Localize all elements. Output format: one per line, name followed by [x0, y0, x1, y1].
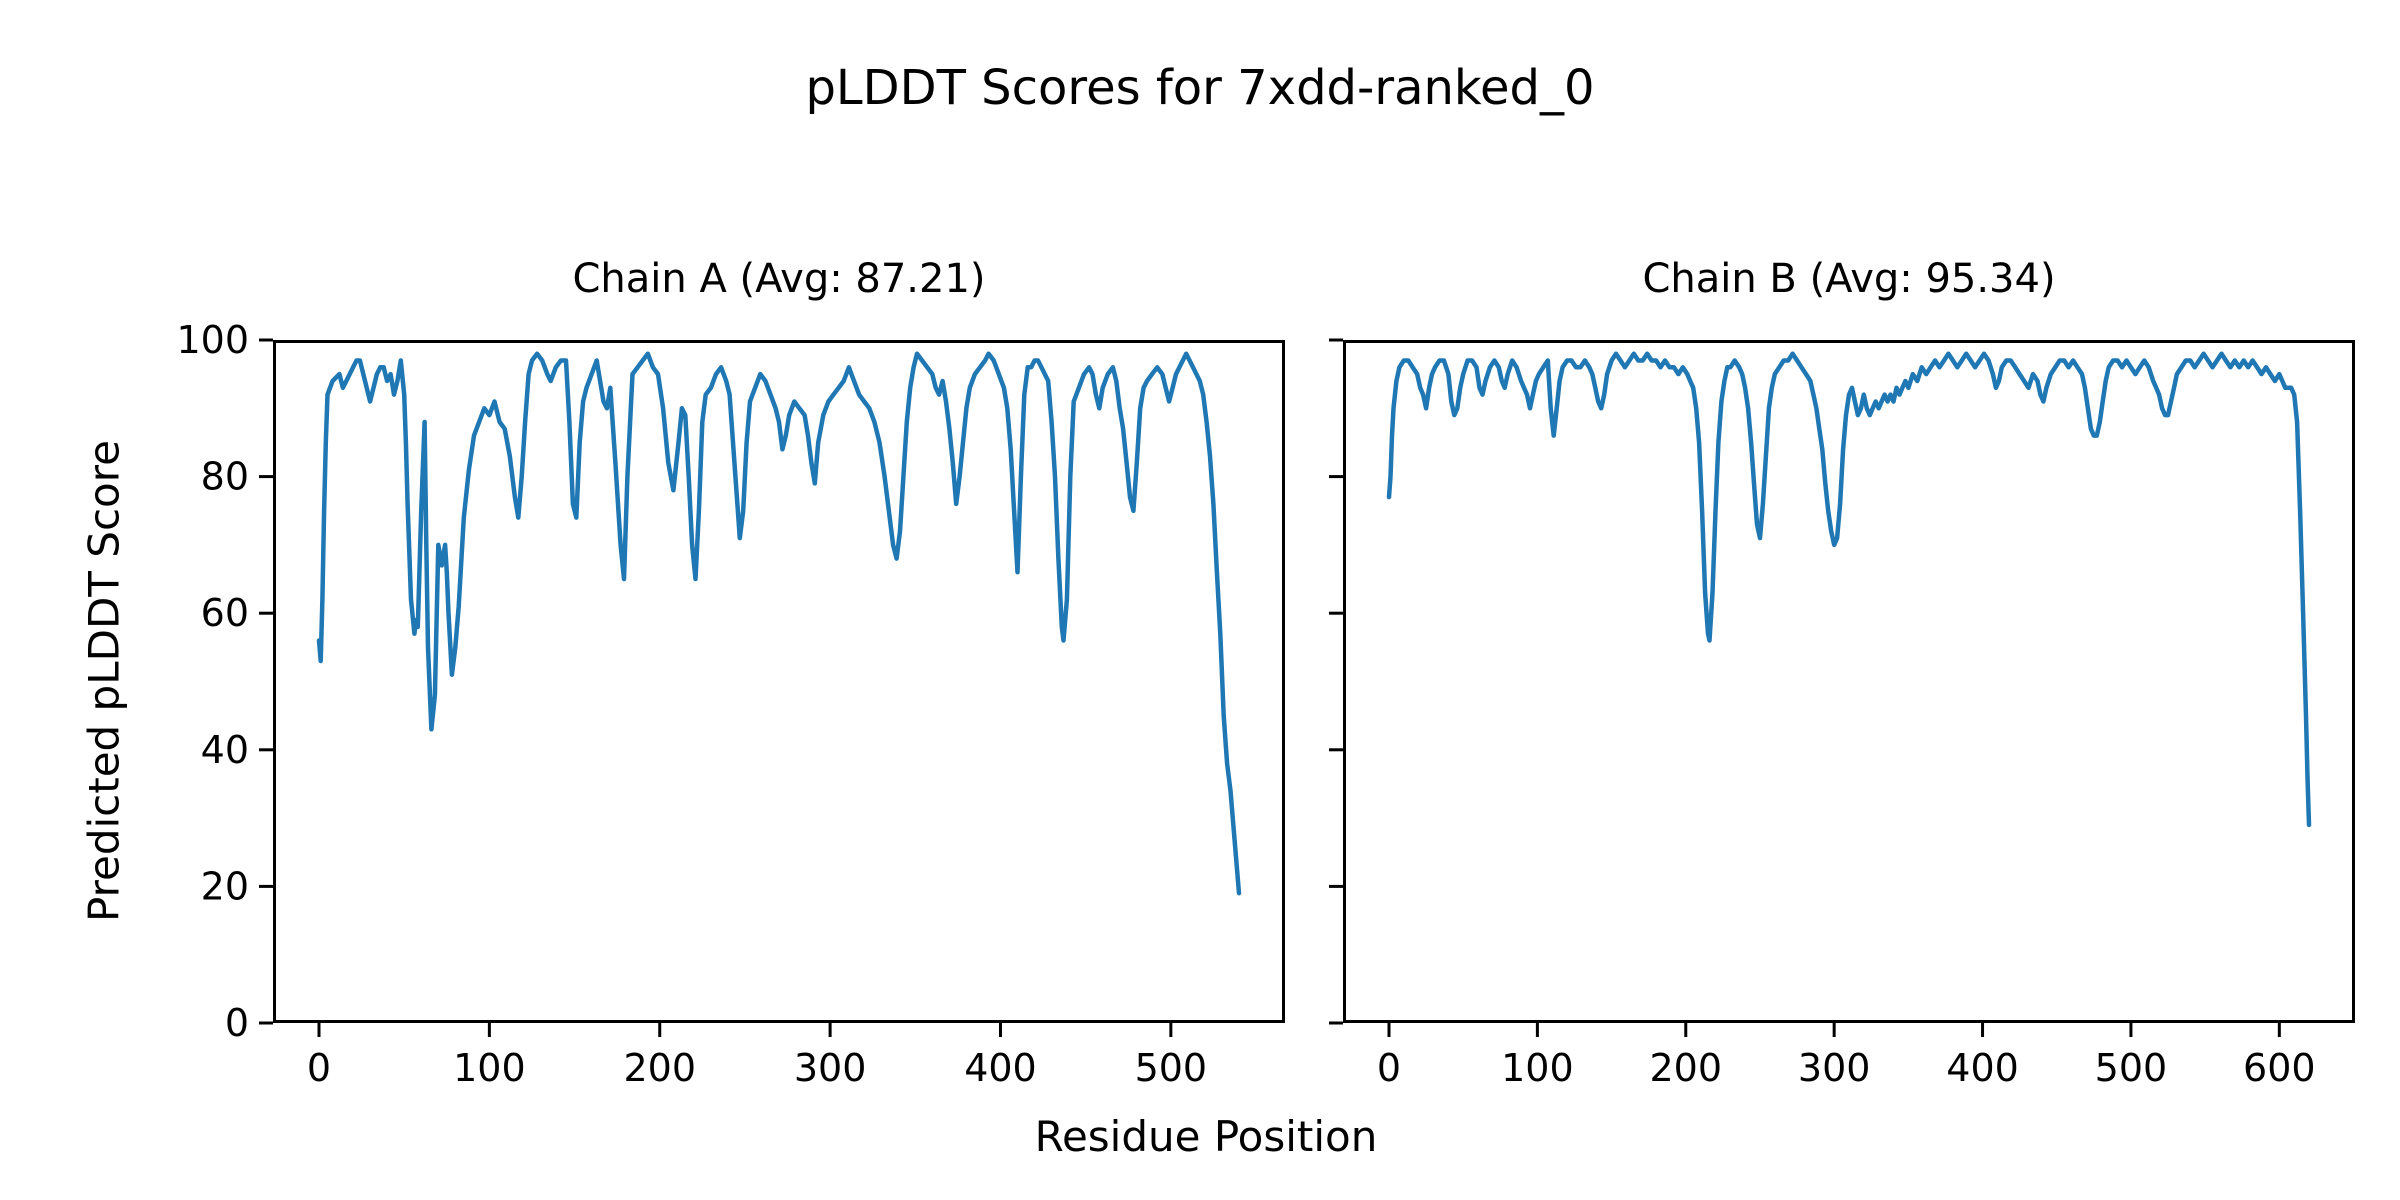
figure-title: pLDDT Scores for 7xdd-ranked_0 [805, 60, 1595, 116]
chain-b-subplot-title: Chain B (Avg: 95.34) [1642, 256, 2056, 302]
x-tick-label: 200 [623, 1046, 696, 1090]
x-tick-label: 600 [2243, 1046, 2316, 1090]
chain-a-subplot-title: Chain A (Avg: 87.21) [572, 256, 986, 302]
chain-a-plot: 0 100 200 300 400 500 0 20 40 60 80 100 [176, 318, 1285, 1090]
plddt-line [316, 351, 1242, 896]
x-tick-label: 300 [794, 1046, 867, 1090]
chain-b-plot: 0 100 200 300 400 500 600 [1329, 338, 2355, 1090]
y-tick-label: 20 [201, 864, 249, 908]
y-axis-label: Predicted pLDDT Score [79, 440, 129, 922]
axes-spines [1343, 340, 2355, 1023]
x-tick-label: 400 [1946, 1046, 2019, 1090]
x-tick-label: 100 [1501, 1046, 1574, 1090]
y-tick-label: 100 [176, 318, 249, 362]
x-tick-label: 300 [1798, 1046, 1871, 1090]
x-tick-label: 0 [307, 1046, 331, 1090]
axes-spines [273, 340, 1285, 1023]
y-tick-label: 80 [201, 455, 249, 499]
x-tick-label: 0 [1377, 1046, 1401, 1090]
y-tick-label: 0 [225, 1001, 249, 1045]
x-tick-label: 400 [964, 1046, 1037, 1090]
x-tick-label: 200 [1650, 1046, 1723, 1090]
x-tick-label: 500 [1135, 1046, 1208, 1090]
y-tick-label: 40 [201, 728, 249, 772]
x-tick-label: 100 [453, 1046, 526, 1090]
y-tick-label: 60 [201, 591, 249, 635]
x-tick-label: 500 [2095, 1046, 2168, 1090]
plddt-line [1386, 351, 2312, 828]
x-axis-label: Residue Position [1034, 1112, 1378, 1161]
